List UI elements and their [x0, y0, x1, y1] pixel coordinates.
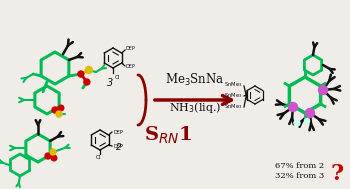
Text: ?: ? — [330, 163, 344, 185]
Text: SnMe$_3$: SnMe$_3$ — [224, 81, 243, 89]
Circle shape — [52, 107, 58, 113]
Circle shape — [288, 102, 298, 112]
Text: SnMe$_3$: SnMe$_3$ — [224, 103, 243, 112]
Circle shape — [318, 85, 328, 94]
Circle shape — [294, 120, 300, 126]
Circle shape — [304, 119, 309, 123]
Circle shape — [58, 105, 64, 111]
Text: 67% from 2: 67% from 2 — [275, 162, 324, 170]
Text: Me$_3$SnNa: Me$_3$SnNa — [165, 72, 225, 88]
Text: 3: 3 — [107, 78, 113, 88]
Text: 2: 2 — [116, 143, 122, 152]
Text: Cl: Cl — [96, 155, 101, 160]
Text: NH$_3$(liq.): NH$_3$(liq.) — [169, 100, 221, 115]
Circle shape — [50, 149, 56, 155]
Text: DEP: DEP — [113, 129, 123, 135]
Circle shape — [45, 153, 51, 159]
Text: DEP: DEP — [126, 64, 136, 70]
Circle shape — [51, 155, 57, 161]
Text: Cl: Cl — [115, 75, 120, 80]
Circle shape — [85, 67, 92, 74]
Circle shape — [78, 71, 84, 77]
Text: S$_{RN}$1: S$_{RN}$1 — [144, 125, 192, 146]
Text: DEP: DEP — [126, 46, 136, 51]
Circle shape — [56, 111, 62, 117]
Circle shape — [84, 79, 90, 85]
Text: DEP: DEP — [113, 143, 123, 149]
Text: SnMe$_3$: SnMe$_3$ — [224, 91, 243, 100]
Circle shape — [306, 108, 315, 118]
Text: 32% from 3: 32% from 3 — [275, 172, 325, 180]
